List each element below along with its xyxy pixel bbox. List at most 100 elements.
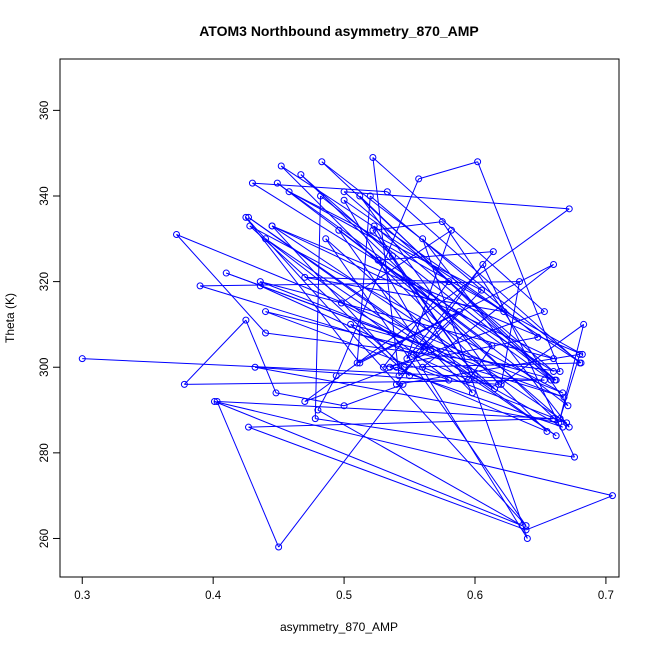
series-segment <box>317 409 523 527</box>
data-point <box>379 363 387 371</box>
x-tick-label: 0.6 <box>467 590 483 602</box>
data-point <box>560 393 568 401</box>
data-point <box>340 402 348 410</box>
data-point <box>471 372 479 380</box>
series-segment <box>217 400 554 420</box>
data-point <box>353 359 361 367</box>
data-point <box>356 192 364 200</box>
series-segment <box>271 225 567 424</box>
data-point <box>497 380 505 388</box>
series-segment <box>422 238 528 539</box>
data-point <box>564 402 572 410</box>
data-point <box>340 196 348 204</box>
data-point <box>246 222 254 230</box>
data-point <box>268 222 276 230</box>
x-tick-label: 0.4 <box>205 590 222 602</box>
series-segment <box>184 379 545 385</box>
y-tick-label: 320 <box>39 272 51 291</box>
data-point <box>251 363 259 371</box>
series-segment <box>176 234 563 394</box>
data-point <box>552 432 560 440</box>
series-segment <box>254 366 559 424</box>
data-point <box>314 406 322 414</box>
series-points <box>78 153 616 551</box>
data-point <box>275 543 283 551</box>
data-point <box>474 158 482 166</box>
series-segment <box>265 311 425 351</box>
data-point <box>262 329 270 337</box>
series-segment <box>277 182 493 347</box>
data-point <box>495 380 503 388</box>
series-segment <box>338 229 425 351</box>
y-tick-label: 280 <box>39 443 51 462</box>
data-point <box>180 380 188 388</box>
series-segment <box>321 161 556 381</box>
series-segment <box>441 221 569 407</box>
series-segment <box>265 238 450 381</box>
series-segment <box>214 400 613 497</box>
series-segment <box>184 319 247 385</box>
data-point <box>256 282 264 290</box>
series-segment <box>300 174 393 257</box>
data-point <box>576 350 584 358</box>
data-point <box>550 355 558 363</box>
data-point <box>580 320 588 328</box>
data-point <box>78 355 86 363</box>
series-segment <box>277 182 552 381</box>
data-point <box>297 171 305 179</box>
data-point <box>426 346 434 354</box>
series-segment <box>325 238 527 526</box>
series-segment <box>245 319 277 394</box>
data-point <box>491 385 499 393</box>
data-point <box>577 359 585 367</box>
data-point <box>262 235 270 243</box>
data-point <box>277 162 285 170</box>
data-point <box>285 188 293 196</box>
series-segment <box>252 182 388 193</box>
data-point <box>213 397 221 405</box>
data-point <box>488 342 496 350</box>
series-segment <box>418 161 478 180</box>
series-segment <box>199 285 565 398</box>
data-point <box>478 286 486 294</box>
data-point <box>311 415 319 423</box>
data-point <box>256 278 264 286</box>
x-tick-label: 0.3 <box>74 590 90 602</box>
series-segment <box>422 264 554 368</box>
series-segment <box>82 358 545 381</box>
series-segment <box>314 195 322 419</box>
data-point <box>421 342 429 350</box>
series-segment <box>343 383 404 407</box>
x-axis-label: asymmetry_870_AMP <box>280 620 398 634</box>
data-point <box>245 213 253 221</box>
series-segment <box>500 281 520 385</box>
data-point <box>464 376 472 384</box>
data-point <box>406 372 414 380</box>
data-point <box>399 380 407 388</box>
data-point <box>540 308 548 316</box>
data-point <box>222 269 230 277</box>
data-point <box>301 397 309 405</box>
data-point <box>301 273 309 281</box>
series-segment <box>338 229 569 407</box>
data-point <box>522 522 530 530</box>
series-segment <box>406 251 494 359</box>
series-segment <box>343 199 505 312</box>
data-point <box>340 188 348 196</box>
data-point <box>262 308 270 316</box>
data-point <box>356 359 364 367</box>
data-point <box>369 153 377 161</box>
series-segment <box>430 349 473 394</box>
series-segment <box>278 384 404 548</box>
data-point <box>518 522 526 530</box>
data-point <box>317 192 325 200</box>
series-segment <box>315 418 575 458</box>
data-point <box>550 368 558 376</box>
data-point <box>409 350 417 358</box>
series-segment <box>356 311 460 364</box>
data-point <box>386 363 394 371</box>
data-point <box>369 226 377 234</box>
series-segment <box>214 401 523 527</box>
data-point <box>608 492 616 500</box>
data-point <box>389 252 397 260</box>
